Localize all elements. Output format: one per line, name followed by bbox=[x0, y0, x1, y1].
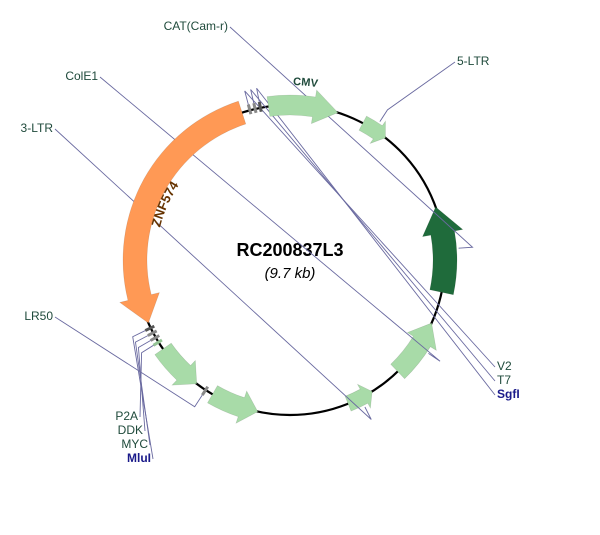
leader-ltr3 bbox=[55, 129, 371, 419]
leader-ddk bbox=[138, 341, 150, 432]
feature-cmv: CMV bbox=[267, 76, 338, 124]
feature-label-t7: T7 bbox=[497, 373, 511, 387]
feature-arrow-wpre bbox=[208, 386, 258, 424]
leader-p2a bbox=[140, 345, 153, 417]
feature-label-ltr5: 5-LTR bbox=[457, 54, 490, 68]
feature-wpre: WPRE bbox=[87, 386, 258, 535]
feature-label-sgfi: SgfI bbox=[497, 387, 520, 401]
feature-label-v2: V2 bbox=[497, 359, 512, 373]
plasmid-map: RC200837L3 (9.7 kb) CAT(Cam-r) ColE1 3-LTR WP… bbox=[0, 0, 600, 535]
plasmid-size: (9.7 kb) bbox=[265, 265, 316, 282]
feature-ltr5: 5-LTR bbox=[359, 54, 490, 143]
plasmid-name: RC200837L3 bbox=[236, 240, 343, 260]
feature-label-ltr3: 3-LTR bbox=[21, 121, 54, 135]
feature-label-p2a: P2A bbox=[115, 409, 138, 423]
feature-arrow-ltr5 bbox=[359, 116, 385, 143]
feature-arrow-znf574 bbox=[120, 101, 246, 323]
feature-label-myc: MYC bbox=[121, 437, 148, 451]
feature-label-mlui: MluI bbox=[127, 451, 151, 465]
feature-arrow-ltr3 bbox=[345, 384, 372, 411]
feature-arrow-cole1 bbox=[391, 323, 437, 379]
feature-arrow-puro bbox=[155, 343, 197, 385]
feature-label-ddk: DDK bbox=[118, 423, 143, 437]
feature-arrow-cmv bbox=[267, 90, 338, 124]
feature-puro: Puro bbox=[0, 343, 197, 535]
feature-label-cole1: ColE1 bbox=[65, 69, 98, 83]
feature-label-lr50: LR50 bbox=[24, 309, 53, 323]
feature-label-cmv: CMV bbox=[293, 76, 319, 90]
leader-ltr5 bbox=[380, 62, 455, 122]
feature-znf574: ZNF574 bbox=[120, 101, 246, 323]
feature-label-cat: CAT(Cam-r) bbox=[164, 19, 228, 33]
